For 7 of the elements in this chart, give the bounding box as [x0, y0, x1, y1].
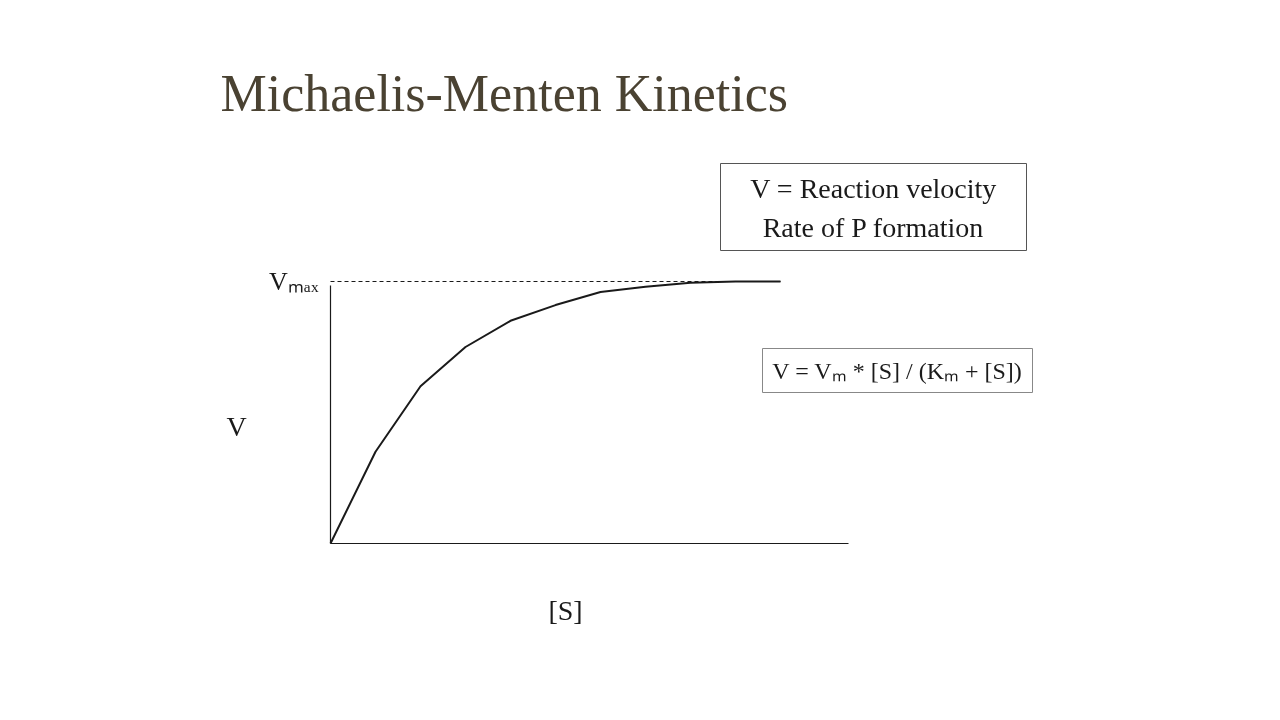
- text: Rate of P formation: [762, 212, 984, 243]
- ref-line-label: Vₘₐₓ: [269, 267, 319, 296]
- text: V = Reaction velocity: [750, 173, 997, 204]
- y-axis-title: V: [226, 411, 247, 442]
- x-axis-title: [S]: [548, 595, 583, 626]
- annotation: V = Vₘ * [S] / (Kₘ + [S]): [772, 357, 1022, 384]
- chart-title: Michaelis-Menten Kinetics: [220, 65, 789, 122]
